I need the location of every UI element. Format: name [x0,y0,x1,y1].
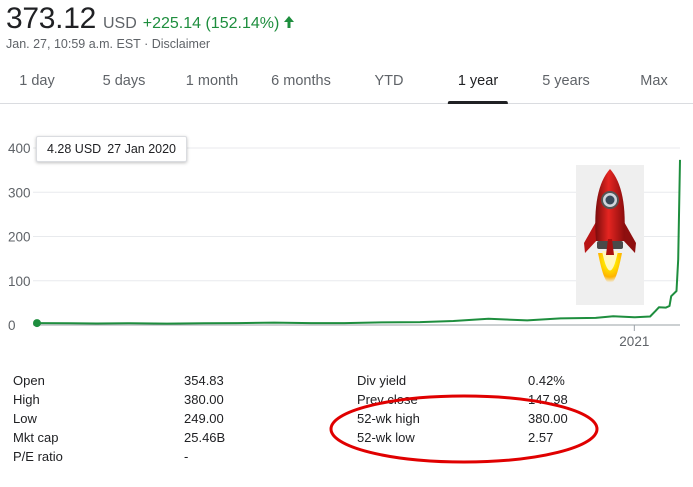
quote-header: 373.12 USD +225.14 (152.14%) Jan. 27, 10… [6,2,686,54]
stat-value: - [184,449,189,464]
quote-subline: Jan. 27, 10:59 a.m. EST · Disclaimer [6,37,686,51]
tab-6-months[interactable]: 6 months [271,73,331,89]
tab-1-year[interactable]: 1 year [447,62,509,104]
stat-row-52-wk-low: 52-wk low 2.57 [357,428,587,447]
y-tick-label: 200 [8,230,31,245]
price-change: +225.14 (152.14%) [142,15,280,32]
stat-label: High [13,392,40,407]
tab-5-days[interactable]: 5 days [102,73,146,89]
stat-value: 2.57 [528,430,554,445]
stat-row-mkt-cap: Mkt cap 25.46B [13,428,243,447]
chart-tooltip: 4.28 USD 27 Jan 2020 [36,136,188,162]
stat-value: 380.00 [528,411,568,426]
y-tick-label: 100 [8,274,31,289]
x-tick-label: 2021 [619,334,649,349]
price-chart[interactable]: 0 100 200 300 400 2021 [0,120,693,355]
stat-row-prev-close: Prev close 147.98 [357,390,587,409]
tab-5-years[interactable]: 5 years [542,73,590,89]
subline-separator: · [144,37,149,51]
stat-value: 354.83 [184,373,224,388]
stat-value: 249.00 [184,411,224,426]
stat-value: 0.42% [528,373,565,388]
start-point-marker [33,319,41,328]
quote-timestamp: Jan. 27, 10:59 a.m. EST [6,37,141,51]
stats-table: Open 354.83 High 380.00 Low 249.00 Mkt c… [0,368,693,468]
tab-max[interactable]: Max [640,73,668,89]
stat-row-high: High 380.00 [13,390,243,409]
range-tabs: 1 day 5 days 1 month 6 months YTD 1 year… [0,62,693,104]
stat-value: 380.00 [184,392,224,407]
stat-row-low: Low 249.00 [13,409,243,428]
rocket-icon [576,165,644,305]
tab-1-month[interactable]: 1 month [185,73,239,89]
arrow-up-icon [283,15,295,29]
stat-row-52-wk-high: 52-wk high 380.00 [357,409,587,428]
disclaimer-link[interactable]: Disclaimer [151,37,211,51]
stat-row-div-yield: Div yield 0.42% [357,371,587,390]
stat-label: P/E ratio [13,449,63,464]
price-line: 373.12 USD +225.14 (152.14%) [6,2,686,36]
stat-row-open: Open 354.83 [13,371,243,390]
stat-value: 25.46B [184,430,226,445]
tab-ytd[interactable]: YTD [374,73,404,89]
price-line-series [36,159,681,325]
stat-value: 147.98 [528,392,568,407]
y-tick-label: 400 [8,141,31,156]
tooltip-date: 27 Jan 2020 [107,142,177,156]
y-tick-label: 0 [8,318,16,333]
stat-label: Mkt cap [13,430,59,445]
y-tick-label: 300 [8,185,31,200]
stat-label: Prev close [357,392,418,407]
stat-label: Low [13,411,37,426]
tooltip-value: 4.28 USD [47,142,102,156]
stat-label: 52-wk high [357,411,420,426]
current-price: 373.12 [6,2,96,35]
stat-label: Open [13,373,45,388]
stat-label: Div yield [357,373,407,388]
tab-1-day[interactable]: 1 day [19,73,55,89]
stat-label: 52-wk low [357,430,415,445]
currency-label: USD [102,15,137,32]
stat-row-pe-ratio: P/E ratio - [13,447,243,466]
